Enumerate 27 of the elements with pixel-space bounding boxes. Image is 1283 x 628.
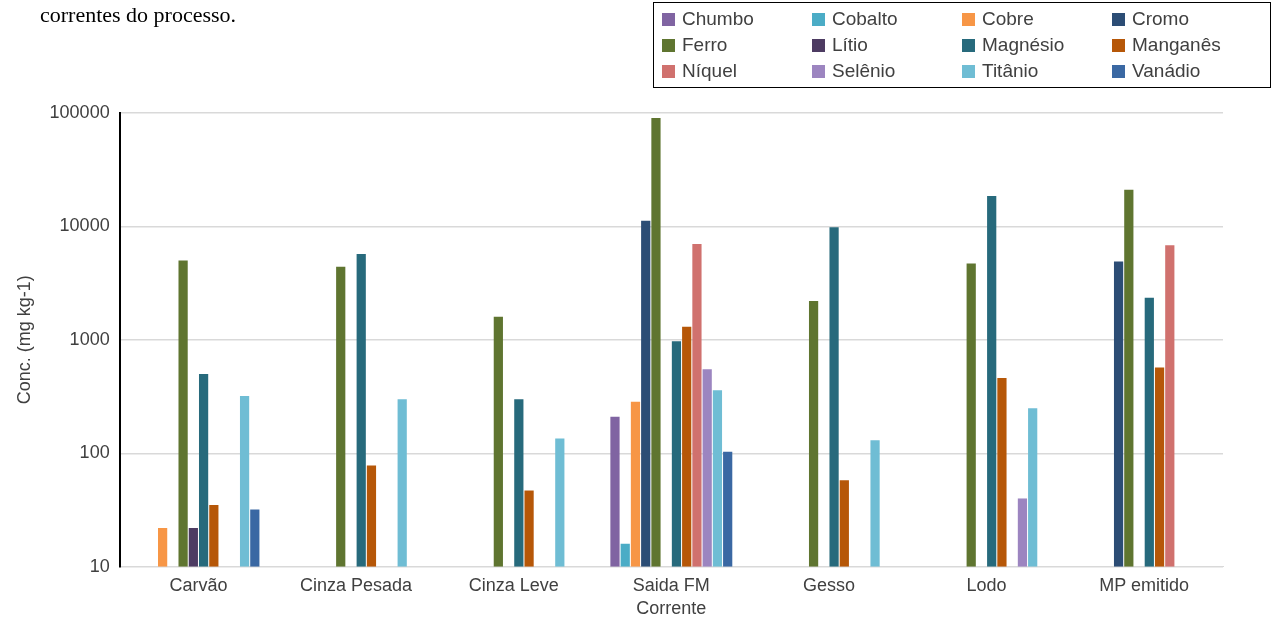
x-tick-label: Carvão xyxy=(169,574,228,595)
legend-label: Magnésio xyxy=(982,34,1065,56)
x-tick-label: Lodo xyxy=(966,574,1007,595)
x-tick-label: Gesso xyxy=(802,574,855,595)
legend-label: Chumbo xyxy=(682,8,754,30)
legend-label: Vanádio xyxy=(1132,60,1201,82)
legend-label: Cobre xyxy=(982,8,1034,30)
y-tick-label: 10 xyxy=(89,555,110,576)
x-axis-title: Corrente xyxy=(636,598,707,619)
y-axis-title: Conc. (mg kg-1) xyxy=(13,275,34,405)
x-tick-label: MP emitido xyxy=(1099,574,1190,595)
y-tick-label: 10000 xyxy=(59,215,110,236)
legend-label: Titânio xyxy=(982,60,1039,82)
legend-label: Lítio xyxy=(832,34,868,56)
y-tick-label: 100000 xyxy=(49,101,110,122)
legend-label: Selênio xyxy=(832,60,896,82)
legend-label: Manganês xyxy=(1132,34,1221,56)
legend-label: Níquel xyxy=(682,60,737,82)
text: correntes do processo. xyxy=(40,2,237,28)
y-tick-label: 100 xyxy=(79,442,110,463)
x-tick-label: Cinza Leve xyxy=(468,574,559,595)
x-tick-label: Saida FM xyxy=(632,574,710,595)
x-tick-label: Cinza Pesada xyxy=(300,574,414,595)
legend-label: Cromo xyxy=(1132,8,1190,30)
legend-label: Cobalto xyxy=(832,8,898,30)
y-tick-label: 1000 xyxy=(69,328,110,349)
legend-label: Ferro xyxy=(682,34,728,56)
